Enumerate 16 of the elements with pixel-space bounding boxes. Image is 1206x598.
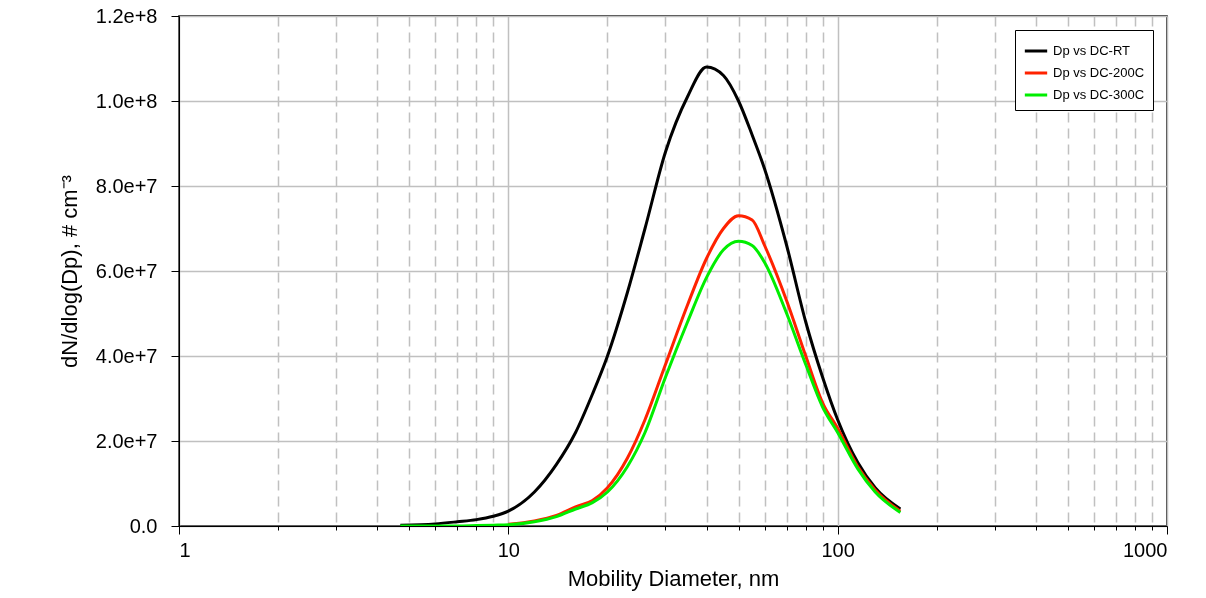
x-axis-title: Mobility Diameter, nm [567, 565, 780, 591]
y-tick-label: 1.2e+8 [95, 4, 158, 27]
x-tick-label: 100 [821, 538, 855, 561]
y-tick-label: 4.0e+7 [95, 344, 158, 367]
y-axis-title: dN/dlog(Dp), # cm⁻³ [56, 175, 82, 368]
y-tick-label: 8.0e+7 [95, 174, 158, 197]
y-tick-label: 2.0e+7 [95, 429, 158, 452]
x-tick-label: 10 [497, 538, 520, 561]
y-tick-label: 1.0e+8 [95, 89, 158, 112]
y-tick-label: 0.0 [129, 514, 158, 537]
x-tick-label: 1 [179, 538, 191, 561]
legend-label: Dp vs DC-200C [1053, 65, 1145, 80]
y-tick-label: 6.0e+7 [95, 259, 158, 282]
legend-label: Dp vs DC-300C [1053, 87, 1145, 102]
legend-label: Dp vs DC-RT [1053, 43, 1131, 58]
x-tick-label: 1000 [1123, 538, 1168, 561]
